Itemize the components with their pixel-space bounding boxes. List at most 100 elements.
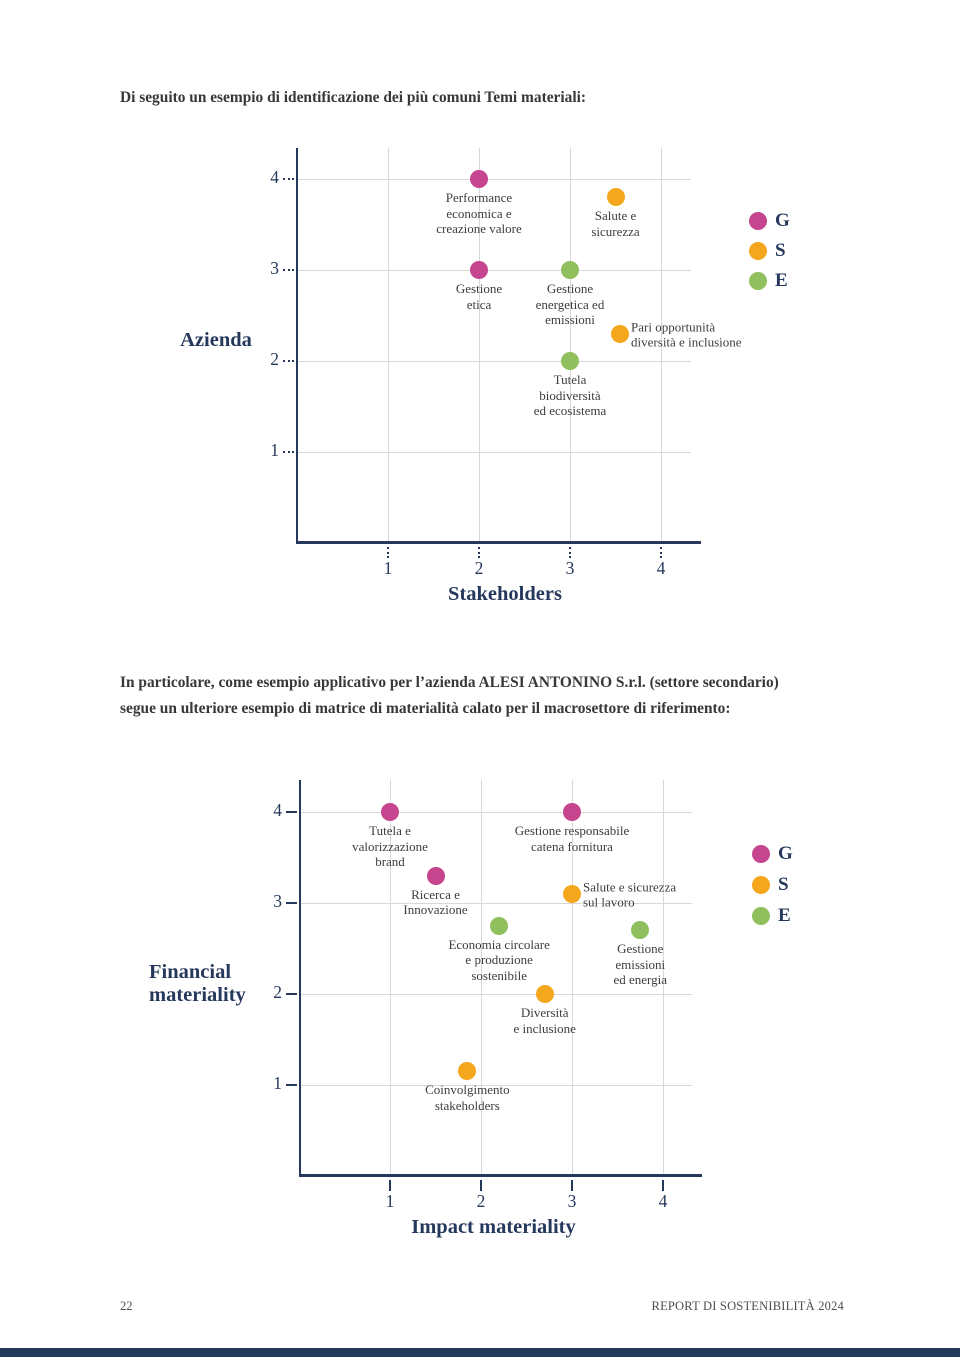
y-tick-mark <box>283 178 294 180</box>
y-tick-mark <box>286 811 297 813</box>
point-label-line: e produzione <box>465 952 533 968</box>
point-label: Diversità e inclusione <box>450 1005 640 1036</box>
legend-label-s: S <box>778 874 789 895</box>
point-label-line: e inclusione <box>513 1020 576 1036</box>
point-label: Ricerca e Innovazione <box>341 887 531 918</box>
data-point <box>470 170 488 188</box>
grid-line-vertical <box>481 780 482 1174</box>
grid-line-vertical <box>572 780 573 1174</box>
point-label-line: Salute e sicurezza <box>583 879 677 895</box>
legend-dot-s-icon <box>752 876 770 894</box>
point-label-line: Gestione <box>546 281 594 296</box>
grid-line-horizontal <box>300 812 692 813</box>
body-text-line1: In particolare, come esempio applicativo… <box>120 674 779 691</box>
grid-line-horizontal <box>297 270 691 271</box>
data-point <box>426 866 445 885</box>
y-tick-label: 4 <box>270 167 279 187</box>
point-label-line: Diversità <box>520 1005 569 1020</box>
data-point <box>561 352 579 370</box>
body-text-line2: segue un ulteriore esempio di matrice di… <box>120 700 731 717</box>
point-label-line: Coinvolgimento <box>425 1082 510 1098</box>
point-label-line: emissioni <box>545 312 595 328</box>
data-point <box>470 261 488 279</box>
legend-item-s: S <box>749 240 790 261</box>
grid-line-horizontal <box>297 179 691 180</box>
grid-line-horizontal <box>300 994 692 995</box>
y-tick-mark <box>286 902 297 904</box>
point-label-line: Gestione <box>455 281 503 296</box>
point-label: Gestione responsabile catena fornitura <box>477 823 667 854</box>
point-label-line: etica <box>466 296 492 312</box>
grid-line-vertical <box>390 780 391 1174</box>
grid-line-vertical <box>570 148 571 541</box>
x-tick-label: 3 <box>567 1191 577 1211</box>
legend-dot-g-icon <box>752 845 770 863</box>
data-point <box>563 884 581 903</box>
grid-line-horizontal <box>300 903 692 904</box>
grid-line-vertical <box>661 148 662 541</box>
intro-text: Di seguito un esempio di identificazione… <box>120 89 587 106</box>
grid-line-vertical <box>388 148 389 541</box>
point-label: Tutela biodiversità ed ecosistema <box>475 372 665 419</box>
point-label-line: emissioni <box>615 956 666 972</box>
grid-line-vertical <box>479 148 480 541</box>
chart1-y-axis-title: Azienda <box>180 329 252 351</box>
legend-label-g: G <box>775 210 790 231</box>
data-point <box>490 916 509 935</box>
point-label-line: Gestione responsabile <box>514 823 630 838</box>
data-point <box>631 921 650 940</box>
data-point <box>381 803 399 821</box>
chart1-x-axis-title: Stakeholders <box>448 583 562 605</box>
legend-label-s: S <box>775 240 786 261</box>
x-tick-mark <box>387 547 389 558</box>
y-tick-label: 1 <box>270 440 279 460</box>
point-label-line: sicurezza <box>591 223 640 239</box>
data-point <box>561 261 579 279</box>
point-label-line: sul lavoro <box>583 894 635 910</box>
legend-item-s: S <box>752 874 793 895</box>
chart2-legend: G S E <box>752 844 793 926</box>
point-label: Gestione energetica ed emissioni <box>475 281 665 328</box>
x-tick-mark <box>571 1180 573 1191</box>
x-tick-mark <box>478 547 480 558</box>
legend-label-e: E <box>778 905 791 926</box>
point-label: Salute e sicurezza <box>521 208 711 239</box>
bottom-bar <box>0 1348 960 1357</box>
legend-dot-s-icon <box>749 242 767 260</box>
y-axis-line <box>296 148 298 544</box>
point-label-line: Economia circolare <box>448 936 550 952</box>
x-tick-label: 4 <box>656 558 666 578</box>
point-label-line: stakeholders <box>434 1097 500 1113</box>
data-point <box>458 1062 477 1081</box>
x-tick-mark <box>480 1180 482 1191</box>
y-tick-mark <box>286 993 297 995</box>
x-tick-mark <box>662 1180 664 1191</box>
x-tick-label: 1 <box>385 1191 395 1211</box>
legend-dot-g-icon <box>749 212 767 230</box>
x-tick-label: 1 <box>383 558 393 578</box>
y-axis-line <box>299 780 301 1177</box>
legend-item-g: G <box>749 210 790 231</box>
legend-item-g: G <box>752 844 793 863</box>
point-label: Salute e sicurezza sul lavoro <box>583 879 676 910</box>
x-axis-line <box>296 541 701 544</box>
grid-line-horizontal <box>297 361 691 362</box>
grid-line-vertical <box>663 780 664 1174</box>
point-label-line: creazione valore <box>436 221 522 237</box>
legend-item-e: E <box>749 270 790 291</box>
x-tick-mark <box>389 1180 391 1191</box>
point-label-line: Ricerca e <box>411 886 460 902</box>
legend-dot-e-icon <box>752 907 770 925</box>
point-label: Gestione emissioni ed energia <box>545 941 735 988</box>
point-label: Coinvolgimento stakeholders <box>372 1082 562 1113</box>
point-label-line: Salute e <box>594 208 637 224</box>
legend-label-e: E <box>775 270 788 291</box>
x-tick-label: 2 <box>476 1191 486 1211</box>
chart2-x-axis-title: Impact materiality <box>411 1216 576 1238</box>
y-tick-mark <box>286 1084 297 1086</box>
data-point <box>563 803 581 821</box>
y-tick-label: 3 <box>273 891 282 911</box>
point-label-line: sostenibile <box>471 967 527 983</box>
y-tick-label: 2 <box>270 349 279 369</box>
